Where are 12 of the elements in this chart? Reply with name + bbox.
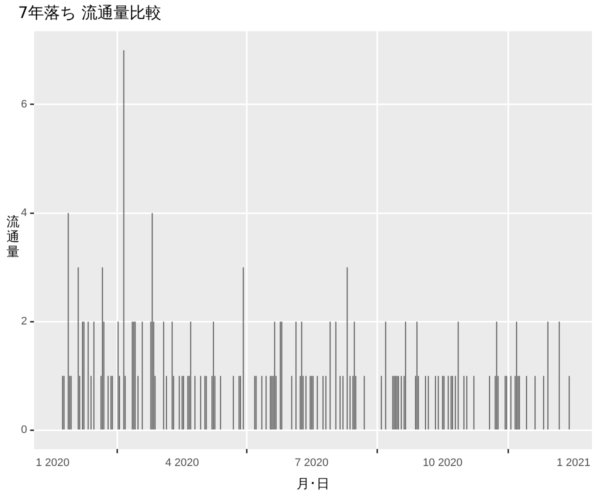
y-tick-label: 2 <box>20 316 28 328</box>
x-tick-label: 1 2020 <box>36 456 70 469</box>
y-tick-label: 4 <box>20 207 28 220</box>
x-tick-label: 10 2020 <box>422 456 462 469</box>
x-axis-title: 月･日 <box>296 476 330 491</box>
x-tick-label: 4 2020 <box>165 456 199 469</box>
chart-title: 7年落ち 流通量比較 <box>18 2 162 22</box>
x-tick-label: 7 2020 <box>294 456 328 469</box>
y-tick-label: 6 <box>20 98 28 111</box>
y-axis-title: 流通量 <box>6 215 20 260</box>
y-tick-label: 0 <box>20 424 28 436</box>
x-tick-label: 1 2021 <box>556 456 590 469</box>
